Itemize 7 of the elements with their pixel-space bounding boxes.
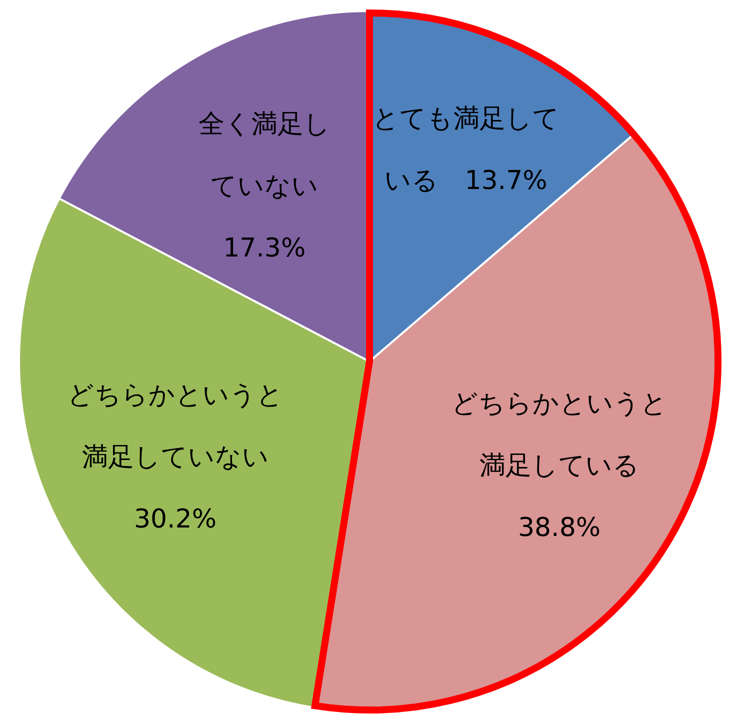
category-label: どちらかというと満足していない — [67, 380, 284, 473]
data-label: 17.3% — [223, 233, 306, 264]
category-label: とても満足している 13.7% — [372, 104, 560, 196]
data-label: 38.8% — [518, 513, 601, 544]
data-label: 30.2% — [134, 504, 217, 535]
category-label: 全く満足していない — [198, 109, 330, 202]
category-label: どちらかというと満足している — [451, 389, 668, 482]
